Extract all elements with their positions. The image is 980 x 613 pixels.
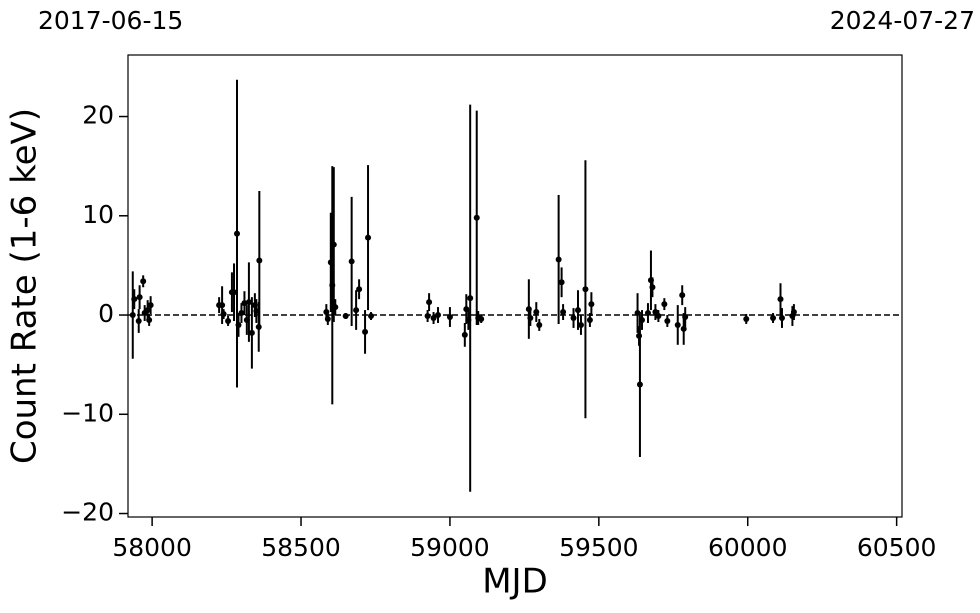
x-tick-label: 60000 <box>708 533 788 562</box>
data-point <box>129 312 136 319</box>
data-point <box>636 381 643 388</box>
data-point <box>655 313 662 320</box>
y-axis-label: Count Rate (1-6 keV) <box>5 108 45 464</box>
data-point <box>362 328 369 335</box>
data-point <box>233 230 240 237</box>
data-point <box>241 300 248 307</box>
data-point <box>555 256 562 263</box>
data-point <box>478 316 485 322</box>
data-point <box>682 314 689 321</box>
data-point <box>131 296 138 303</box>
data-point <box>330 241 337 248</box>
data-point <box>467 295 474 302</box>
data-point <box>368 313 375 320</box>
data-point <box>231 289 238 296</box>
data-point <box>245 299 252 306</box>
x-tick-label: 59500 <box>559 533 639 562</box>
data-point <box>536 321 543 328</box>
y-tick-label: −20 <box>61 498 114 527</box>
data-point <box>146 316 153 323</box>
data-point <box>680 325 687 332</box>
y-tick-label: −10 <box>61 398 114 427</box>
data-point <box>770 315 777 322</box>
data-point <box>473 214 480 221</box>
data-point <box>248 329 255 336</box>
data-point <box>135 317 142 324</box>
end-date: 2024-07-27 <box>830 6 975 35</box>
y-tick-label: 10 <box>82 200 114 229</box>
data-point <box>533 309 540 316</box>
plot-frame <box>127 54 903 518</box>
data-point <box>220 311 227 318</box>
data-point <box>365 234 372 241</box>
data-point <box>570 315 577 322</box>
data-point <box>147 302 154 309</box>
data-point <box>324 316 331 322</box>
data-point <box>219 302 226 309</box>
data-point <box>664 317 671 324</box>
data-point <box>778 315 785 322</box>
x-tick-label: 58000 <box>112 533 192 562</box>
data-point <box>777 296 784 303</box>
data-point <box>342 313 349 320</box>
data-point <box>527 315 534 322</box>
y-tick-label: 20 <box>82 101 114 130</box>
data-point <box>256 257 263 264</box>
data-point <box>356 286 363 293</box>
data-point <box>679 292 686 299</box>
data-point <box>586 316 593 323</box>
data-point <box>446 314 453 321</box>
data-point <box>674 321 681 328</box>
data-point <box>743 316 750 322</box>
data-point <box>582 286 589 293</box>
data-point <box>649 284 656 291</box>
x-tick-label: 58500 <box>261 533 341 562</box>
data-point <box>348 258 355 265</box>
data-point <box>644 310 651 317</box>
data-point <box>661 301 668 308</box>
data-point <box>238 310 245 317</box>
x-axis-label: MJD <box>482 562 548 602</box>
data-point <box>235 321 242 328</box>
start-date: 2017-06-15 <box>38 6 183 35</box>
data-point <box>639 316 646 323</box>
data-point <box>560 309 567 316</box>
data-point <box>430 315 437 322</box>
data-point <box>790 309 797 316</box>
data-point <box>558 279 565 286</box>
data-point <box>144 307 151 314</box>
data-point <box>136 294 143 301</box>
data-point <box>577 321 584 328</box>
x-tick-label: 60500 <box>857 533 937 562</box>
data-point <box>435 312 442 319</box>
data-point <box>461 331 468 338</box>
data-point <box>225 317 232 324</box>
data-point <box>332 304 339 311</box>
data-point <box>588 301 595 308</box>
data-point <box>424 313 431 320</box>
data-point <box>140 278 147 285</box>
y-tick-label: 0 <box>98 299 114 328</box>
data-point <box>426 299 433 306</box>
data-point <box>353 307 360 314</box>
data-point <box>574 307 581 314</box>
x-tick-label: 59000 <box>410 533 490 562</box>
